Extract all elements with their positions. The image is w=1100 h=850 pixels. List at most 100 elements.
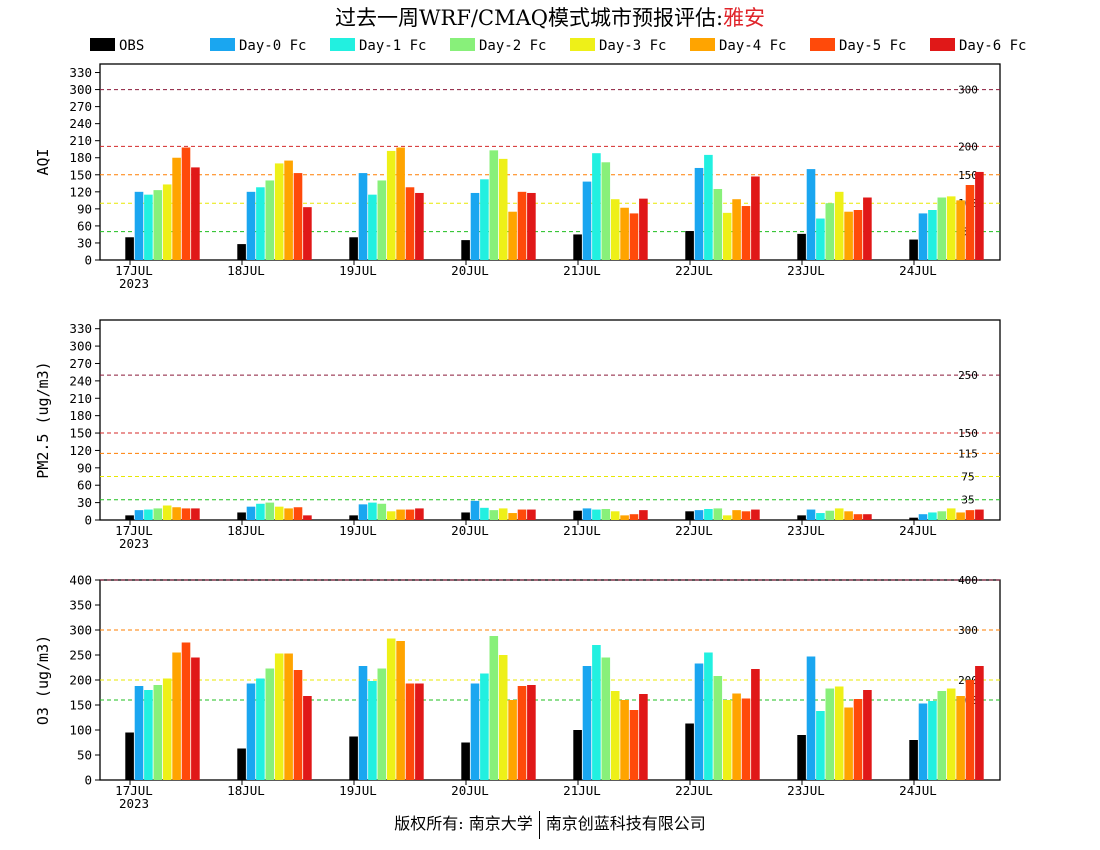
y-tick-label-1-0: 0 — [84, 513, 92, 528]
legend-swatch-5 — [690, 38, 715, 51]
bar-2-s4-c6 — [834, 686, 844, 780]
legend-label-5: Day-4 Fc — [719, 38, 786, 54]
x-tick-label-2-2: 19JUL — [339, 783, 377, 798]
legend-swatch-1 — [210, 38, 235, 51]
bar-0-s1-c7 — [918, 213, 928, 260]
bar-2-s6-c0 — [181, 642, 191, 780]
bar-0-s0-c1 — [237, 244, 246, 260]
bar-0-s5-c1 — [284, 160, 293, 260]
bar-1-s2-c0 — [144, 509, 153, 520]
bar-2-s0-c0 — [125, 732, 134, 780]
bar-2-s1-c0 — [134, 686, 144, 780]
legend-label-2: Day-1 Fc — [359, 38, 426, 54]
bar-2-s5-c3 — [508, 700, 517, 780]
bar-1-s6-c5 — [741, 511, 751, 520]
x-tick-label-0-2: 19JUL — [339, 263, 377, 278]
threshold-label-0-1: 200 — [958, 140, 978, 153]
y-tick-label-2-8: 400 — [69, 573, 92, 588]
bar-1-s6-c4 — [629, 514, 639, 520]
x-tick-label-1-0: 17JUL — [115, 523, 153, 538]
legend-label-0: OBS — [119, 38, 144, 54]
bar-2-s2-c0 — [144, 690, 153, 780]
bar-1-s1-c1 — [246, 506, 256, 520]
y-tick-label-2-0: 0 — [84, 773, 92, 788]
bar-1-s5-c0 — [172, 507, 181, 520]
bar-1-s3-c6 — [825, 510, 835, 520]
bar-0-s0-c6 — [797, 233, 806, 260]
bar-1-s6-c7 — [965, 510, 975, 520]
bar-0-s3-c1 — [265, 180, 275, 260]
bar-1-s4-c2 — [386, 511, 396, 520]
bar-2-s7-c7 — [975, 666, 984, 780]
bar-1-s4-c0 — [162, 505, 172, 520]
bar-2-s3-c7 — [937, 691, 947, 780]
bar-0-s7-c1 — [303, 207, 312, 260]
bar-0-s3-c4 — [601, 162, 611, 260]
bar-0-s2-c4 — [592, 153, 601, 260]
bar-1-s2-c2 — [368, 502, 377, 520]
bar-0-s5-c0 — [172, 157, 181, 260]
x-tick-label-2-0: 17JUL — [115, 783, 153, 798]
bar-0-s2-c0 — [144, 194, 153, 260]
legend-label-1: Day-0 Fc — [239, 38, 306, 54]
bar-1-s5-c5 — [732, 510, 741, 520]
bar-2-s7-c2 — [415, 683, 424, 780]
bar-1-s5-c7 — [956, 512, 965, 520]
threshold-label-0-0: 300 — [958, 84, 978, 97]
bar-2-s6-c3 — [517, 686, 527, 780]
bar-2-s1-c5 — [694, 663, 704, 780]
bar-2-s1-c1 — [246, 683, 256, 780]
bar-0-s3-c5 — [713, 188, 723, 260]
footer-copyright: 版权所有: 南京大学 — [394, 814, 533, 833]
bar-0-s4-c5 — [722, 212, 732, 260]
bar-0-s3-c6 — [825, 203, 835, 260]
bar-1-s3-c1 — [265, 502, 275, 520]
y-tick-label-1-8: 240 — [69, 373, 92, 388]
y-tick-label-1-4: 120 — [69, 443, 92, 458]
bar-1-s7-c2 — [415, 508, 424, 520]
bar-0-s2-c3 — [480, 179, 489, 260]
bar-2-s5-c4 — [620, 700, 629, 780]
x-tick-label-2-6: 23JUL — [787, 783, 825, 798]
x-tick-label-2-1: 18JUL — [227, 783, 265, 798]
bar-0-s2-c2 — [368, 194, 377, 260]
y-axis-label-2: O3 (ug/m3) — [34, 635, 52, 725]
bar-0-s1-c3 — [470, 192, 480, 260]
bar-1-s4-c5 — [722, 515, 732, 520]
bar-1-s4-c6 — [834, 508, 844, 520]
bar-2-s5-c5 — [732, 693, 741, 780]
bar-0-s7-c2 — [415, 192, 424, 260]
legend-swatch-3 — [450, 38, 475, 51]
bar-0-s6-c4 — [629, 213, 639, 260]
bar-1-s7-c1 — [303, 515, 312, 520]
legend-swatch-6 — [810, 38, 835, 51]
y-tick-label-2-4: 200 — [69, 673, 92, 688]
plot-frame-1 — [99, 319, 1001, 521]
y-tick-label-1-3: 90 — [77, 460, 92, 475]
bar-2-s6-c5 — [741, 698, 751, 780]
bar-2-s3-c4 — [601, 657, 611, 780]
bar-2-s3-c1 — [265, 668, 275, 780]
bar-2-s5-c0 — [172, 652, 181, 780]
bar-0-s7-c3 — [527, 192, 536, 260]
bar-0-s6-c2 — [405, 187, 415, 260]
bar-0-s1-c0 — [134, 191, 144, 260]
bar-0-s6-c5 — [741, 206, 751, 260]
bar-0-s7-c6 — [863, 197, 872, 260]
bar-2-s3-c2 — [377, 668, 387, 780]
bar-2-s5-c7 — [956, 696, 965, 780]
x-year-label-2: 2023 — [119, 796, 149, 811]
y-tick-label-1-2: 60 — [77, 478, 92, 493]
bar-1-s6-c2 — [405, 509, 415, 520]
bar-2-s5-c1 — [284, 653, 293, 780]
bar-1-s4-c1 — [274, 506, 284, 520]
bar-0-s7-c0 — [191, 167, 200, 260]
bar-0-s4-c2 — [386, 150, 396, 260]
footer: 版权所有: 南京大学 南京创蓝科技有限公司 — [0, 810, 1100, 839]
x-tick-label-0-0: 17JUL — [115, 263, 153, 278]
bar-1-s7-c6 — [863, 514, 872, 520]
y-tick-label-1-1: 30 — [77, 495, 92, 510]
threshold-label-0-2: 150 — [958, 169, 978, 182]
y-tick-label-0-1: 30 — [77, 235, 92, 250]
bar-2-s7-c3 — [527, 685, 536, 780]
